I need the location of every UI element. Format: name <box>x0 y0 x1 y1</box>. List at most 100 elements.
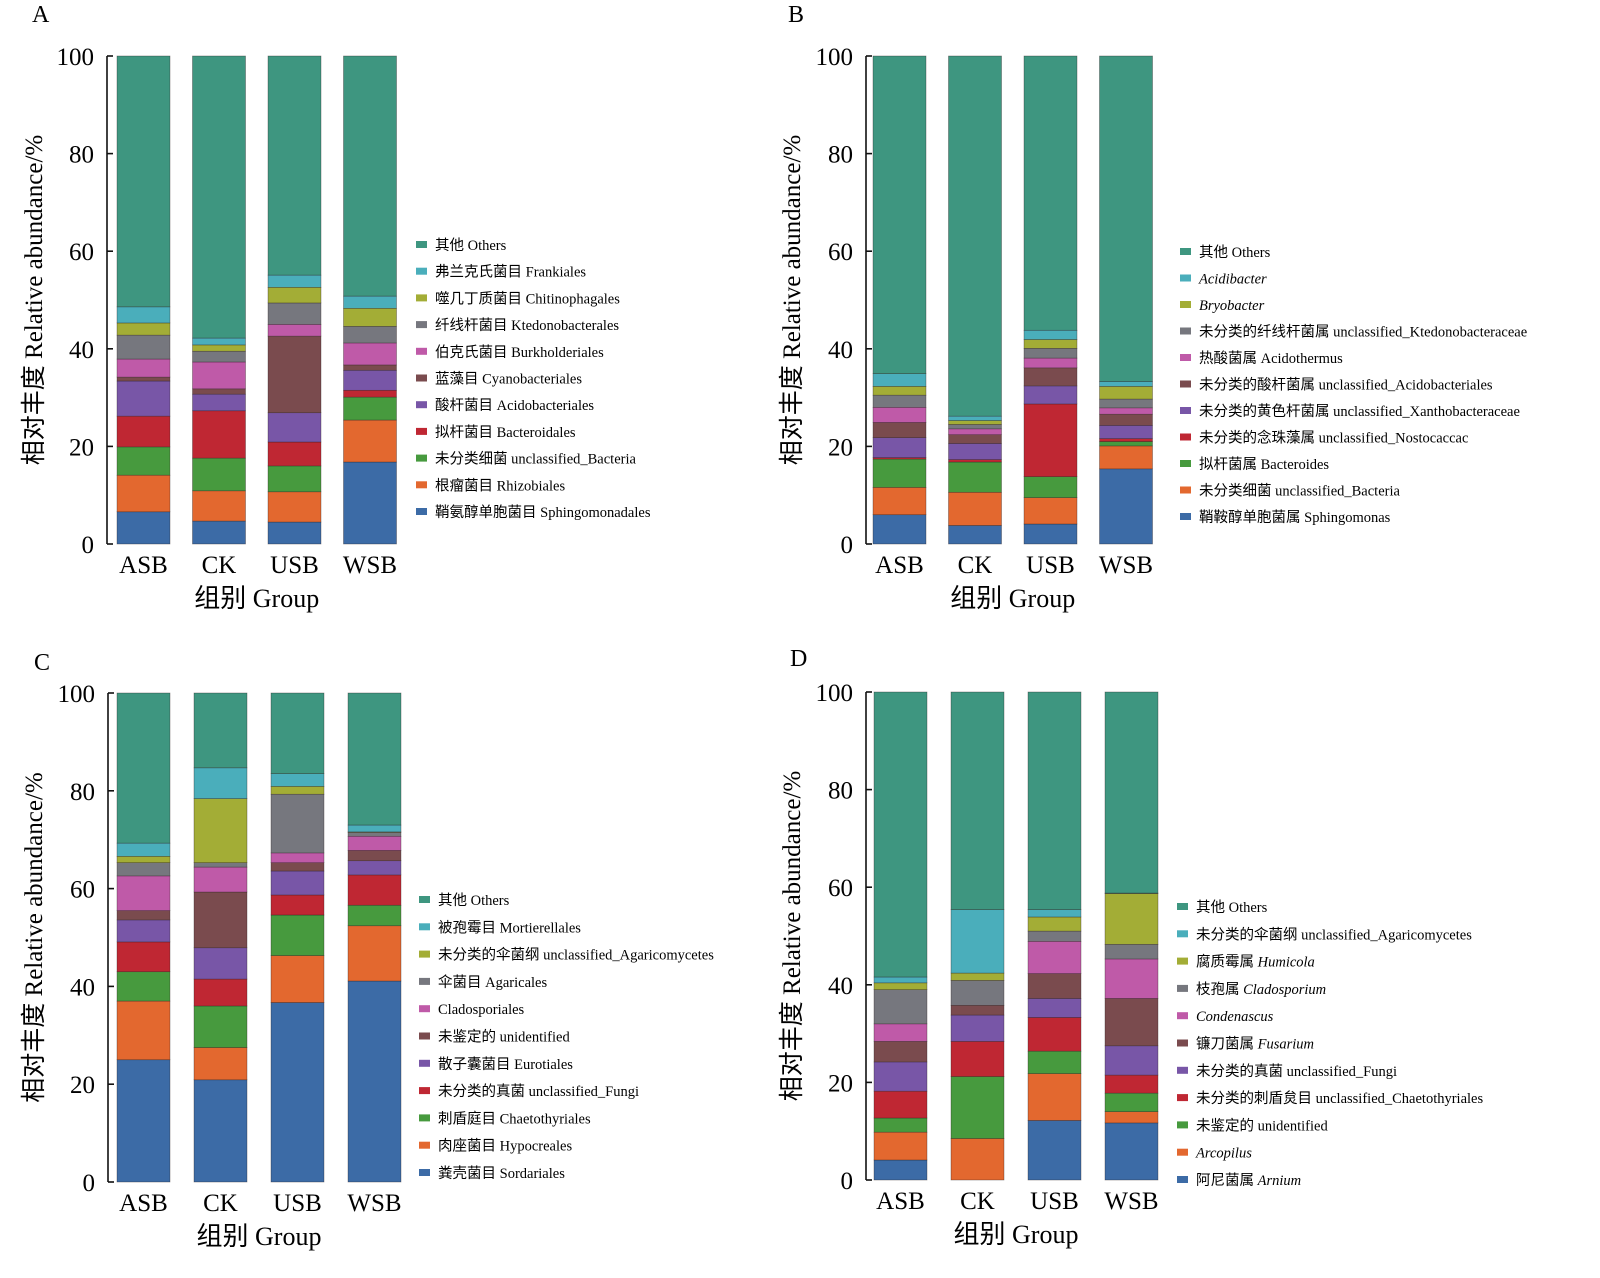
legend-label: 散子囊菌目 Eurotiales <box>438 1056 573 1073</box>
legend-item: 阿尼菌属 Arnium <box>1177 1172 1301 1189</box>
legend-label-zh: 镰刀菌属 <box>1196 1036 1258 1053</box>
legend-swatch <box>1177 903 1188 910</box>
x-tick-label: ASB <box>119 1190 168 1217</box>
bar-segment <box>116 511 171 545</box>
legend-label: 未分类的刺盾炱目 unclassified_Chaetothyriales <box>1196 1090 1483 1107</box>
legend-swatch <box>416 294 427 302</box>
bar-segment <box>950 1138 1005 1181</box>
legend-item: 未分类的真菌 unclassified_Fungi <box>419 1082 639 1100</box>
legend-label: Condenascus <box>1196 1009 1274 1025</box>
y-tick-label: 20 <box>69 434 94 461</box>
panel-d: D 0 20 40 60 80 100 相对丰度 Relative abundance/% AS… <box>778 646 1483 1249</box>
bar-segment <box>948 491 1002 526</box>
x-axis-title: 组别 Group <box>197 1222 322 1251</box>
bar-segment <box>347 925 402 982</box>
bar-segment <box>1027 691 1082 910</box>
bar-segment <box>192 520 246 545</box>
bar-segment <box>116 1059 171 1183</box>
bar-segment <box>873 1041 928 1063</box>
legend-item: 散子囊菌目 Eurotiales <box>419 1056 573 1073</box>
legend-swatch <box>1177 930 1188 938</box>
bar-segment <box>1099 438 1153 442</box>
bar-segment <box>267 441 322 467</box>
bar-segment <box>343 342 397 366</box>
panel-b: B 0 20 40 60 80 100 相对丰度 Relative abundance/% AS… <box>778 2 1527 613</box>
bar-segment <box>116 910 171 921</box>
bar-segment <box>948 55 1002 417</box>
y-tick-label: 100 <box>58 681 96 708</box>
bar-segment <box>116 919 171 943</box>
legend-swatch <box>419 1059 430 1067</box>
legend: 其他 Others 未分类的伞菌纲 unclassified_Agaricomyc… <box>1177 899 1483 1189</box>
legend-label: 纤线杆菌目 Ktedonobacterales <box>435 317 619 334</box>
bar-stack-wsb <box>343 55 397 545</box>
bar-segment <box>116 474 171 513</box>
bar-segment <box>1099 468 1153 545</box>
bar-segment <box>343 295 397 309</box>
legend-item: 肉座菌目 Hypocreales <box>419 1138 572 1155</box>
bar-segment <box>192 388 246 395</box>
legend-item: 未分类的伞菌纲 unclassified_Agaricomycetes <box>1177 926 1472 943</box>
legend-swatch <box>1177 1148 1188 1156</box>
bar-segment <box>267 491 322 523</box>
bar-segment <box>116 692 171 844</box>
bar-segment <box>1104 958 1159 999</box>
x-tick-label: WSB <box>1104 1188 1158 1215</box>
bar-segment <box>1023 497 1078 525</box>
legend-label: 未分类的酸杆菌属 unclassified_Acidobacteriales <box>1199 377 1493 394</box>
bar-segment <box>192 457 246 492</box>
y-tick-label: 80 <box>69 142 94 169</box>
legend-item: 腐质霉属 Humicola <box>1177 953 1315 971</box>
legend-label: 其他 Others <box>435 237 507 254</box>
bar-segment <box>872 55 927 374</box>
bar-segment <box>1099 425 1153 439</box>
legend-item: 纤线杆菌目 Ktedonobacterales <box>416 317 619 334</box>
bar-segment <box>116 971 171 1002</box>
bar-segment <box>343 461 397 545</box>
x-tick-label: CK <box>958 552 993 579</box>
x-tick-label: WSB <box>1099 552 1153 579</box>
bar-segment <box>193 978 248 1007</box>
legend-label: 其他 Others <box>1196 899 1268 916</box>
bar-segment <box>1104 1122 1159 1181</box>
bar-segment <box>1104 1045 1159 1076</box>
bar-segment <box>116 380 171 417</box>
bar-segment <box>950 1076 1005 1139</box>
x-tick-label: USB <box>1026 552 1075 579</box>
legend-item: 未分类的刺盾炱目 unclassified_Chaetothyriales <box>1177 1090 1483 1107</box>
bar-segment <box>193 1079 248 1183</box>
bar-segment <box>343 419 397 463</box>
bar-segment <box>1099 381 1153 387</box>
legend-item: 未分类细菌 unclassified_Bacteria <box>1180 483 1400 500</box>
y-tick-label: 60 <box>70 877 95 904</box>
legend-label: 鞘氨醇单胞菌目 Sphingomonadales <box>435 504 651 521</box>
legend-item: 未分类的酸杆菌属 unclassified_Acidobacteriales <box>1180 377 1493 394</box>
legend-label: 酸杆菌目 Acidobacteriales <box>435 397 594 414</box>
bar-segment <box>270 692 325 774</box>
legend-label: 肉座菌目 Hypocreales <box>438 1138 572 1155</box>
legend-label: 刺盾庭目 Chaetothyriales <box>438 1110 591 1127</box>
bar-stack-wsb <box>1104 691 1159 1181</box>
legend-item: 其他 Others <box>419 892 510 909</box>
legend-item: Bryobacter <box>1180 298 1265 314</box>
bar-segment <box>873 691 928 978</box>
bar-segment <box>1027 941 1082 974</box>
bar-segment <box>270 870 325 896</box>
legend-swatch <box>1177 1121 1188 1129</box>
legend-item: 粪壳菌目 Sordariales <box>419 1165 565 1182</box>
bar-segment <box>116 358 171 378</box>
y-tick-label: 80 <box>70 779 95 806</box>
bar-segment <box>193 798 248 863</box>
bar-segment <box>872 394 927 408</box>
bar-segment <box>873 982 928 990</box>
bar-segment <box>267 287 322 304</box>
bar-segment <box>270 1002 325 1183</box>
y-tick-label: 40 <box>828 973 853 1000</box>
bar-segment <box>950 909 1005 974</box>
y-tick-label: 60 <box>828 239 853 266</box>
bar-segment <box>192 55 246 339</box>
bar-segment <box>1023 339 1078 349</box>
x-tick-label: WSB <box>347 1190 401 1217</box>
bar-segment <box>192 393 246 412</box>
